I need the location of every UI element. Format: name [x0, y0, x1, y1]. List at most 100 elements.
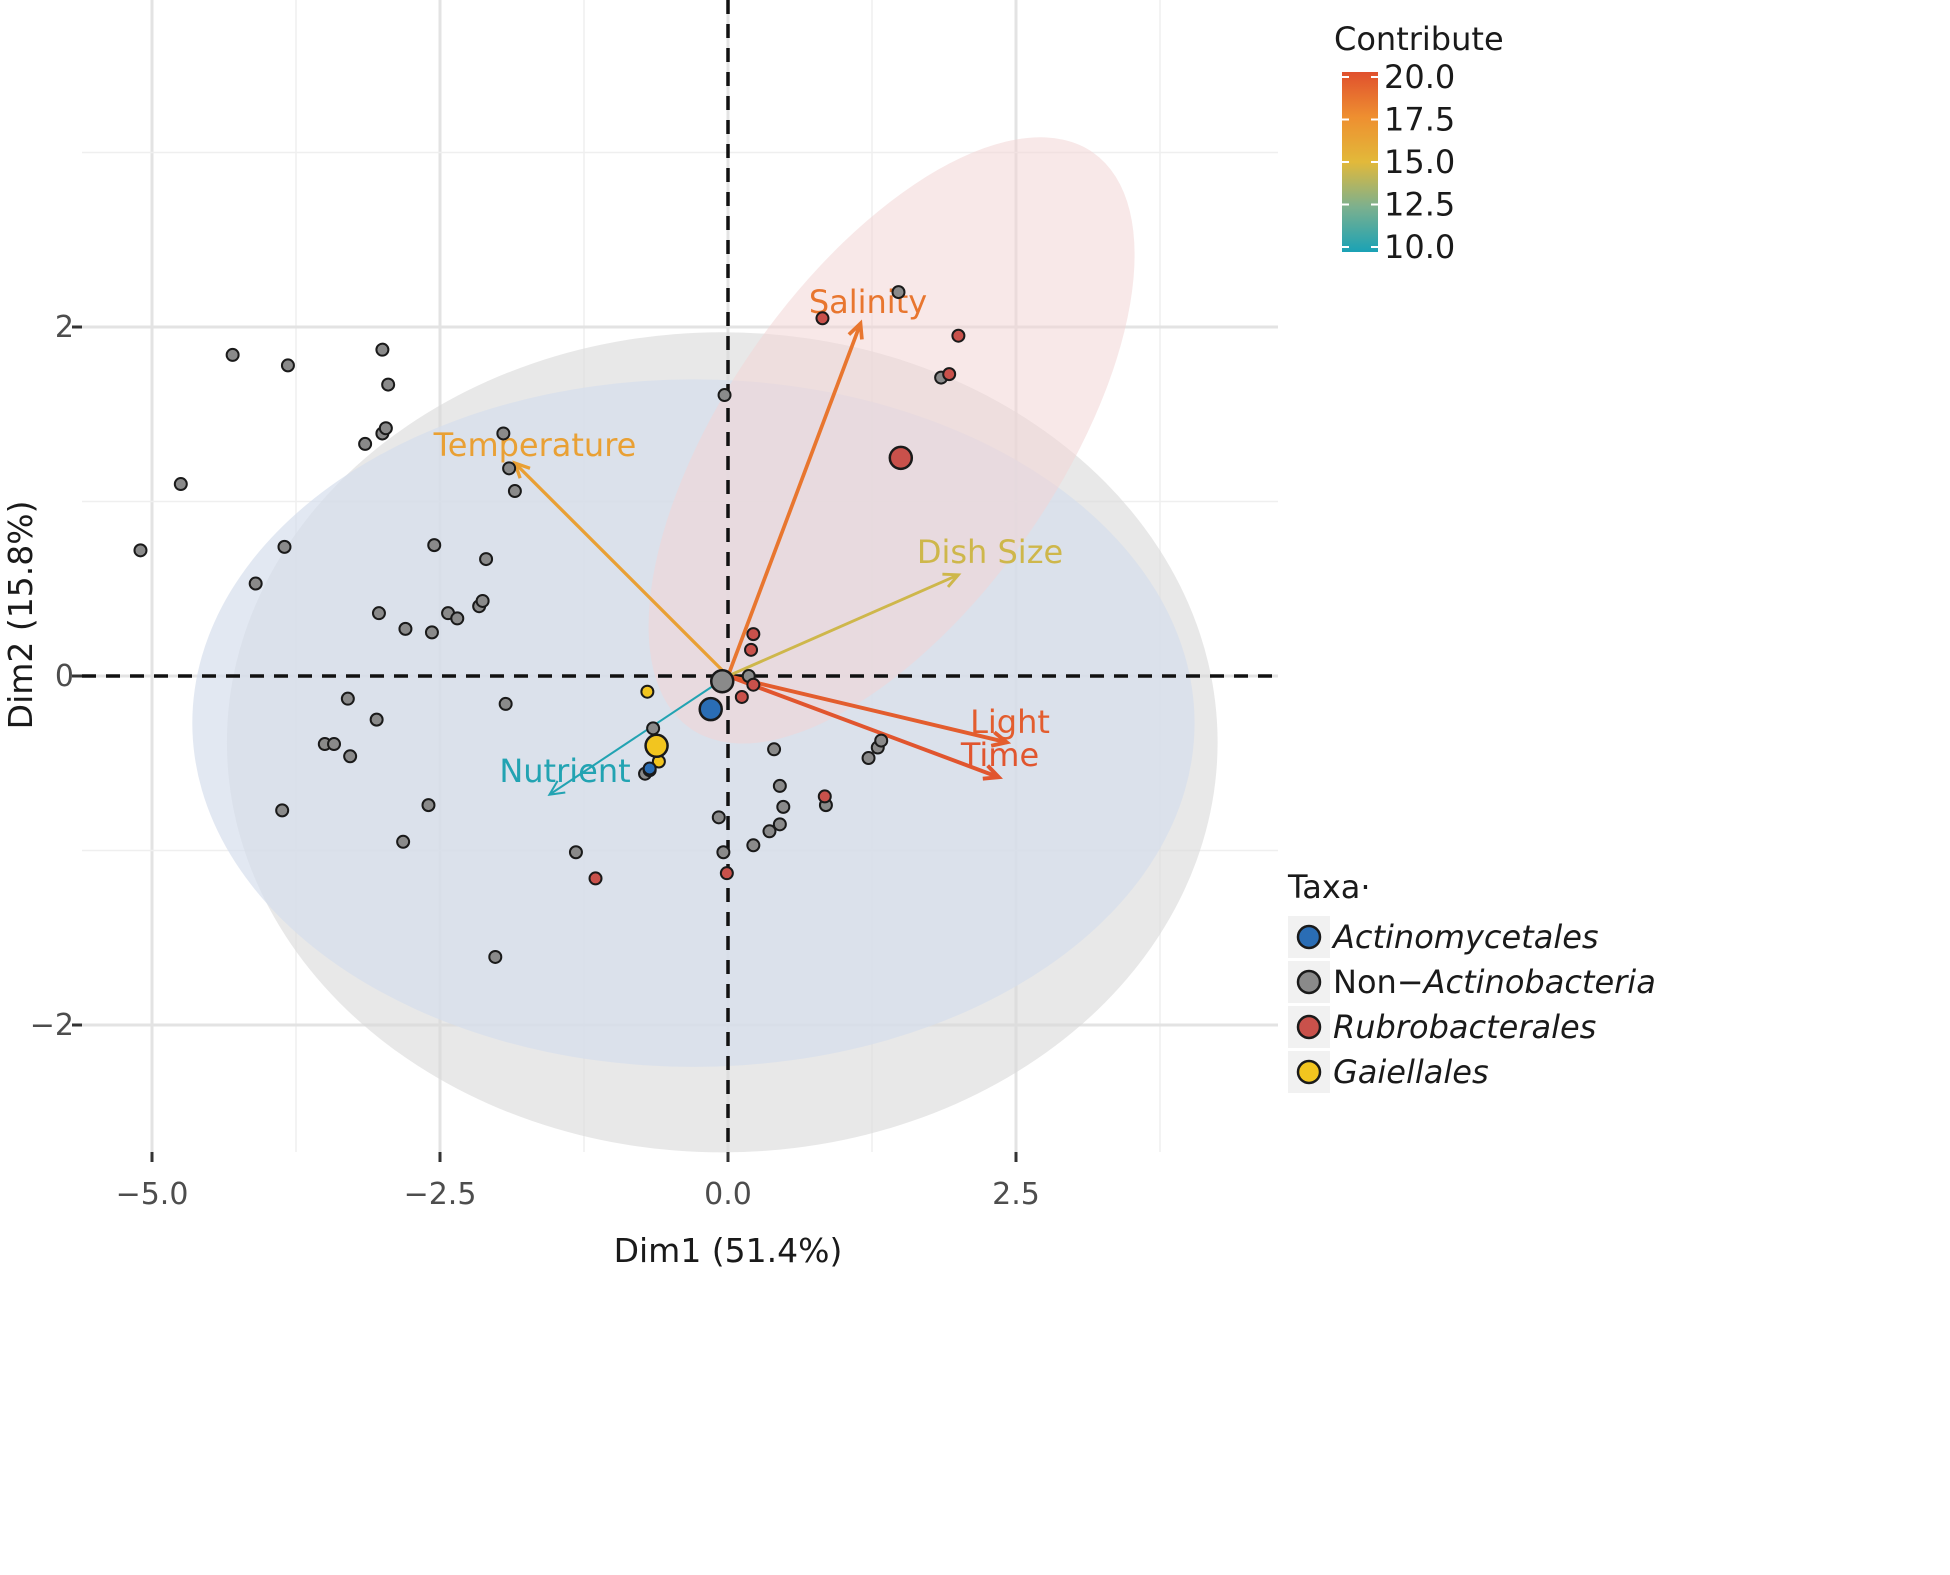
- vector-label-time: Time: [960, 736, 1039, 774]
- taxa-legend: Taxa· Actinomycetales Non−Actinobacteria R…: [1287, 868, 1656, 1093]
- y-tick-label: 2: [55, 310, 74, 345]
- legend-label-actino: Actinomycetales: [1331, 918, 1599, 956]
- point-non: [275, 803, 290, 818]
- point-non: [646, 721, 661, 736]
- point-non: [424, 625, 439, 640]
- legend-label-prefix: Non−: [1333, 963, 1424, 1001]
- colorbar-tick-label: 10.0: [1384, 228, 1455, 266]
- vector-label-salinity: Salinity: [809, 283, 927, 321]
- point-gaiel: [640, 684, 655, 699]
- point-non: [772, 817, 787, 832]
- colorbar-tick-label: 20.0: [1384, 58, 1455, 96]
- point-non: [173, 477, 188, 492]
- legend-key-non: [1296, 969, 1322, 995]
- point-non: [133, 543, 148, 558]
- vector-arrowhead: [982, 764, 1003, 781]
- centroid-actino: [698, 696, 723, 722]
- point-non: [381, 377, 396, 392]
- point-rubro: [951, 328, 966, 343]
- point-actino: [642, 761, 657, 776]
- group-ellipses: [192, 137, 1218, 1153]
- vector-label-dish-size: Dish Size: [917, 533, 1063, 571]
- point-non: [874, 733, 889, 748]
- legend-key-rubro: [1296, 1014, 1322, 1040]
- legend-label-rubro: Rubrobacterales: [1333, 1008, 1596, 1046]
- legend-label-italic: Actinobacteria: [1422, 963, 1656, 1001]
- point-rubro: [734, 689, 749, 704]
- colorbar-tick-label: 12.5: [1384, 186, 1455, 224]
- vector-light: [727, 674, 1008, 745]
- point-non: [327, 737, 342, 752]
- reference-lines: [82, 0, 1278, 1152]
- vector-time: [727, 674, 1000, 780]
- x-tick-label: −2.5: [404, 1177, 477, 1212]
- colorbar-legend: Contribute 20.0 17.5 15.0 12.5 10.0: [1334, 20, 1504, 266]
- point-rubro: [817, 789, 832, 804]
- point-non: [427, 538, 442, 553]
- point-non: [375, 342, 390, 357]
- legend-title: Taxa·: [1287, 868, 1371, 906]
- centroid-gaiel: [644, 733, 669, 759]
- point-non: [450, 611, 465, 626]
- vector-label-nutrient: Nutrient: [499, 752, 630, 790]
- vector-salinity: [726, 322, 863, 677]
- point-rubro: [746, 677, 761, 692]
- point-non: [568, 845, 583, 860]
- colorbar-tick-label: 15.0: [1384, 143, 1455, 181]
- vector-arrowhead: [990, 730, 1012, 748]
- point-non: [717, 388, 732, 403]
- point-non: [396, 834, 411, 849]
- vector-nutrient: [548, 675, 729, 796]
- point-non: [861, 751, 876, 766]
- point-non: [746, 838, 761, 853]
- y-axis-title: Dim2 (15.8%): [1, 501, 40, 730]
- legend-key-actino: [1296, 924, 1322, 950]
- point-non: [767, 742, 782, 757]
- point-non: [711, 810, 726, 825]
- point-rubro: [719, 866, 734, 881]
- vector-arrowhead: [512, 460, 531, 479]
- point-rubro: [942, 367, 957, 382]
- axes: −5.0 −2.5 0.0 2.5 −2 0 2: [30, 310, 1040, 1212]
- point-non: [421, 798, 436, 813]
- point-non: [378, 421, 393, 436]
- point-non: [280, 358, 295, 373]
- colorbar-title: Contribute: [1334, 20, 1504, 58]
- point-non: [488, 949, 503, 964]
- point-non: [358, 436, 373, 451]
- ellipse-rubro: [648, 137, 1135, 744]
- point-non: [891, 285, 906, 300]
- colorbar-tick-label: 17.5: [1384, 101, 1455, 139]
- point-non: [398, 621, 413, 636]
- point-non: [716, 845, 731, 860]
- centroid-rubro: [888, 445, 914, 471]
- group-centroids: [644, 445, 914, 759]
- vector-dish-size: [727, 573, 959, 678]
- x-tick-label: 0.0: [704, 1177, 752, 1212]
- y-tick-label: −2: [30, 1008, 74, 1043]
- vector-arrowhead: [847, 319, 864, 340]
- point-non: [225, 347, 240, 362]
- point-rubro: [815, 311, 830, 326]
- point-non: [343, 749, 358, 764]
- point-non: [371, 606, 386, 621]
- vector-label-light: Light: [970, 703, 1050, 741]
- point-rubro: [746, 627, 761, 642]
- x-axis-title: Dim1 (51.4%): [614, 1231, 843, 1270]
- point-non: [776, 799, 791, 814]
- point-non: [507, 484, 522, 499]
- sample-points: [133, 285, 966, 964]
- point-non: [248, 576, 263, 591]
- point-non: [475, 593, 490, 608]
- point-rubro: [744, 642, 759, 657]
- point-non: [479, 552, 494, 567]
- point-non: [498, 696, 513, 711]
- point-non: [277, 539, 292, 554]
- point-rubro: [588, 871, 603, 886]
- vector-arrowhead: [942, 572, 962, 588]
- point-non: [502, 461, 517, 476]
- legend-key-gaiel: [1296, 1059, 1322, 1085]
- point-non: [762, 824, 777, 839]
